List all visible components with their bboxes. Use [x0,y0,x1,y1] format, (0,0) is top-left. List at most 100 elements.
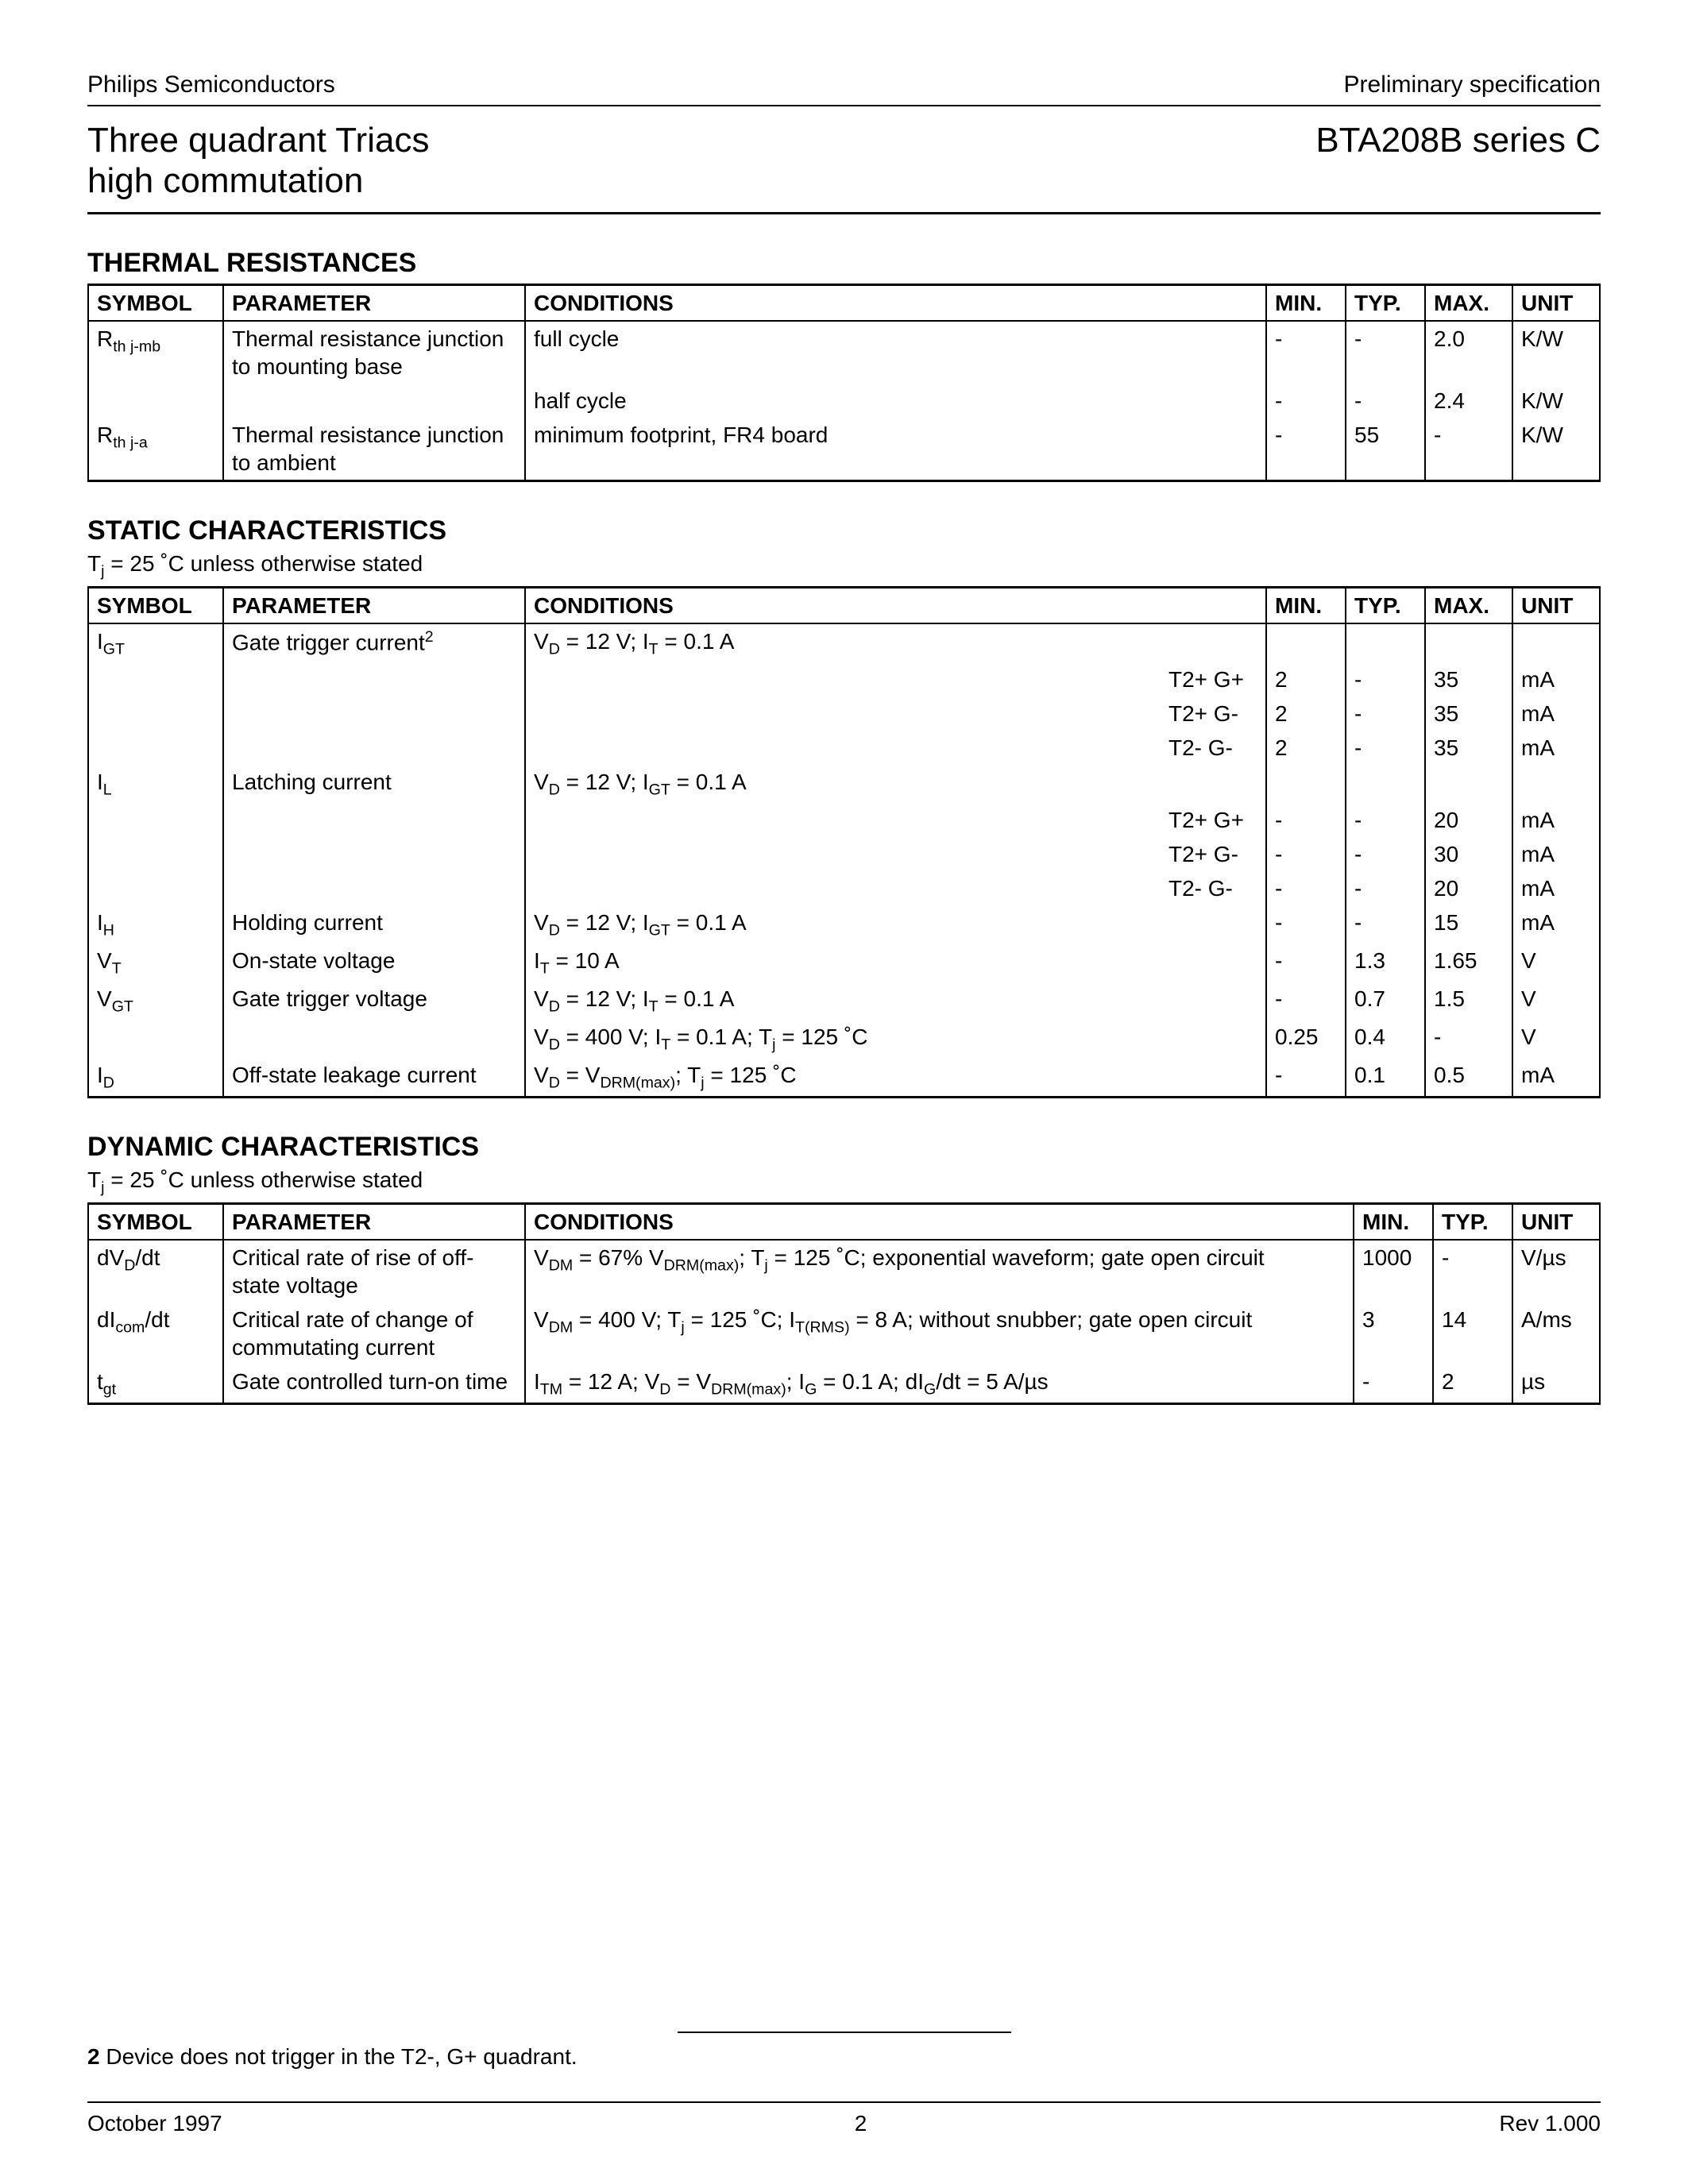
cell-typ: - [1346,731,1425,765]
table-row: IDOff-state leakage currentVD = VDRM(max… [88,1058,1600,1098]
title-block: Three quadrant Triacs high commutation B… [87,121,1601,214]
cell-symbol: VGT [88,982,223,1020]
cell-min: 2 [1266,662,1346,696]
th-symbol: SYMBOL [88,587,223,623]
cell-min: - [1266,418,1346,481]
cell-unit: V/µs [1512,1240,1600,1302]
cell-unit: mA [1512,1058,1600,1098]
cond-text: VD = 400 V; IT = 0.1 A; Tj = 125 ˚C [534,1023,1162,1055]
cell-max: 2.4 [1425,384,1512,418]
cell-parameter [223,837,525,871]
cell-symbol: Rth j-mb [88,321,223,384]
th-conditions: CONDITIONS [525,285,1266,322]
cell-parameter: Latching current [223,765,525,803]
cell-symbol [88,731,223,765]
cell-unit: mA [1512,803,1600,837]
cond-quadrant [1162,627,1257,659]
page-running-header: Philips Semiconductors Preliminary speci… [87,71,1601,106]
cell-parameter: On-state voltage [223,943,525,982]
cond-text [534,700,1162,727]
cond-quadrant [1162,1061,1257,1093]
cell-symbol [88,696,223,731]
cond-text [534,806,1162,834]
cell-conditions: ITM = 12 A; VD = VDRM(max); IG = 0.1 A; … [525,1364,1354,1404]
cond-text: IT = 10 A [534,947,1162,978]
table-row: tgtGate controlled turn-on timeITM = 12 … [88,1364,1600,1404]
th-symbol: SYMBOL [88,1203,223,1240]
cell-unit: mA [1512,731,1600,765]
cell-min: - [1266,982,1346,1020]
static-table: SYMBOL PARAMETER CONDITIONS MIN. TYP. MA… [87,586,1601,1099]
footnote: 2 Device does not trigger in the T2-, G+… [87,2044,1601,2070]
doc-title-left: Three quadrant Triacs high commutation [87,121,429,201]
cell-conditions: full cycle [525,321,1266,384]
cell-min [1266,765,1346,803]
cond-quadrant: T2+ G+ [1162,806,1257,834]
cell-conditions: VD = 12 V; IGT = 0.1 A [525,905,1266,943]
cell-min: 2 [1266,731,1346,765]
cell-parameter: Critical rate of rise of off-state volta… [223,1240,525,1302]
cell-max: 1.65 [1425,943,1512,982]
th-unit: UNIT [1512,587,1600,623]
footnote-rule [678,2032,1011,2033]
cell-symbol: VT [88,943,223,982]
cell-symbol [88,384,223,418]
cell-max [1425,623,1512,662]
cell-parameter [223,696,525,731]
th-conditions: CONDITIONS [525,1203,1354,1240]
table-row: VTOn-state voltageIT = 10 A-1.31.65V [88,943,1600,982]
th-conditions: CONDITIONS [525,587,1266,623]
cell-parameter [223,871,525,905]
cell-max: 1.5 [1425,982,1512,1020]
cell-unit: V [1512,982,1600,1020]
cell-conditions: T2+ G- [525,696,1266,731]
cell-typ [1346,765,1425,803]
thermal-table: SYMBOL PARAMETER CONDITIONS MIN. TYP. MA… [87,284,1601,482]
header-right: Preliminary specification [1344,71,1601,98]
cond-quadrant: T2- G- [1162,874,1257,902]
cell-conditions: VD = 12 V; IGT = 0.1 A [525,765,1266,803]
cond-quadrant: T2+ G- [1162,840,1257,868]
cell-min: 1000 [1354,1240,1433,1302]
cell-parameter: Thermal resistance junction to ambient [223,418,525,481]
section-heading-dynamic: DYNAMIC CHARACTERISTICS [87,1132,1601,1163]
cell-conditions: VD = 400 V; IT = 0.1 A; Tj = 125 ˚C [525,1020,1266,1058]
cond-text: VD = 12 V; IGT = 0.1 A [534,909,1162,940]
th-typ: TYP. [1433,1203,1512,1240]
cell-symbol: IL [88,765,223,803]
cell-conditions: VDM = 400 V; Tj = 125 ˚C; IT(RMS) = 8 A;… [525,1302,1354,1364]
cell-typ: - [1346,662,1425,696]
cell-conditions: T2- G- [525,871,1266,905]
cell-typ: - [1433,1240,1512,1302]
th-typ: TYP. [1346,285,1425,322]
cell-typ: 2 [1433,1364,1512,1404]
cell-min: - [1266,803,1346,837]
cond-text [534,734,1162,762]
cell-max: 30 [1425,837,1512,871]
cond-text [534,840,1162,868]
cell-unit: mA [1512,662,1600,696]
cell-unit: mA [1512,905,1600,943]
cell-typ: 55 [1346,418,1425,481]
th-parameter: PARAMETER [223,587,525,623]
cell-max: 35 [1425,731,1512,765]
cell-parameter [223,384,525,418]
cell-conditions: VD = VDRM(max); Tj = 125 ˚C [525,1058,1266,1098]
cell-conditions: T2+ G- [525,837,1266,871]
cell-min: - [1266,943,1346,982]
th-unit: UNIT [1512,1203,1600,1240]
cell-typ: 14 [1433,1302,1512,1364]
table-header-row: SYMBOL PARAMETER CONDITIONS MIN. TYP. UN… [88,1203,1600,1240]
cell-unit: µs [1512,1364,1600,1404]
cell-unit [1512,623,1600,662]
cell-conditions: IT = 10 A [525,943,1266,982]
table-row: dVD/dtCritical rate of rise of off-state… [88,1240,1600,1302]
cell-parameter: Holding current [223,905,525,943]
table-row: VGTGate trigger voltageVD = 12 V; IT = 0… [88,982,1600,1020]
cell-parameter [223,662,525,696]
cell-parameter: Off-state leakage current [223,1058,525,1098]
cell-conditions: T2+ G+ [525,803,1266,837]
table-row: T2- G-2-35mA [88,731,1600,765]
th-parameter: PARAMETER [223,285,525,322]
cell-parameter: Thermal resistance junction to mounting … [223,321,525,384]
